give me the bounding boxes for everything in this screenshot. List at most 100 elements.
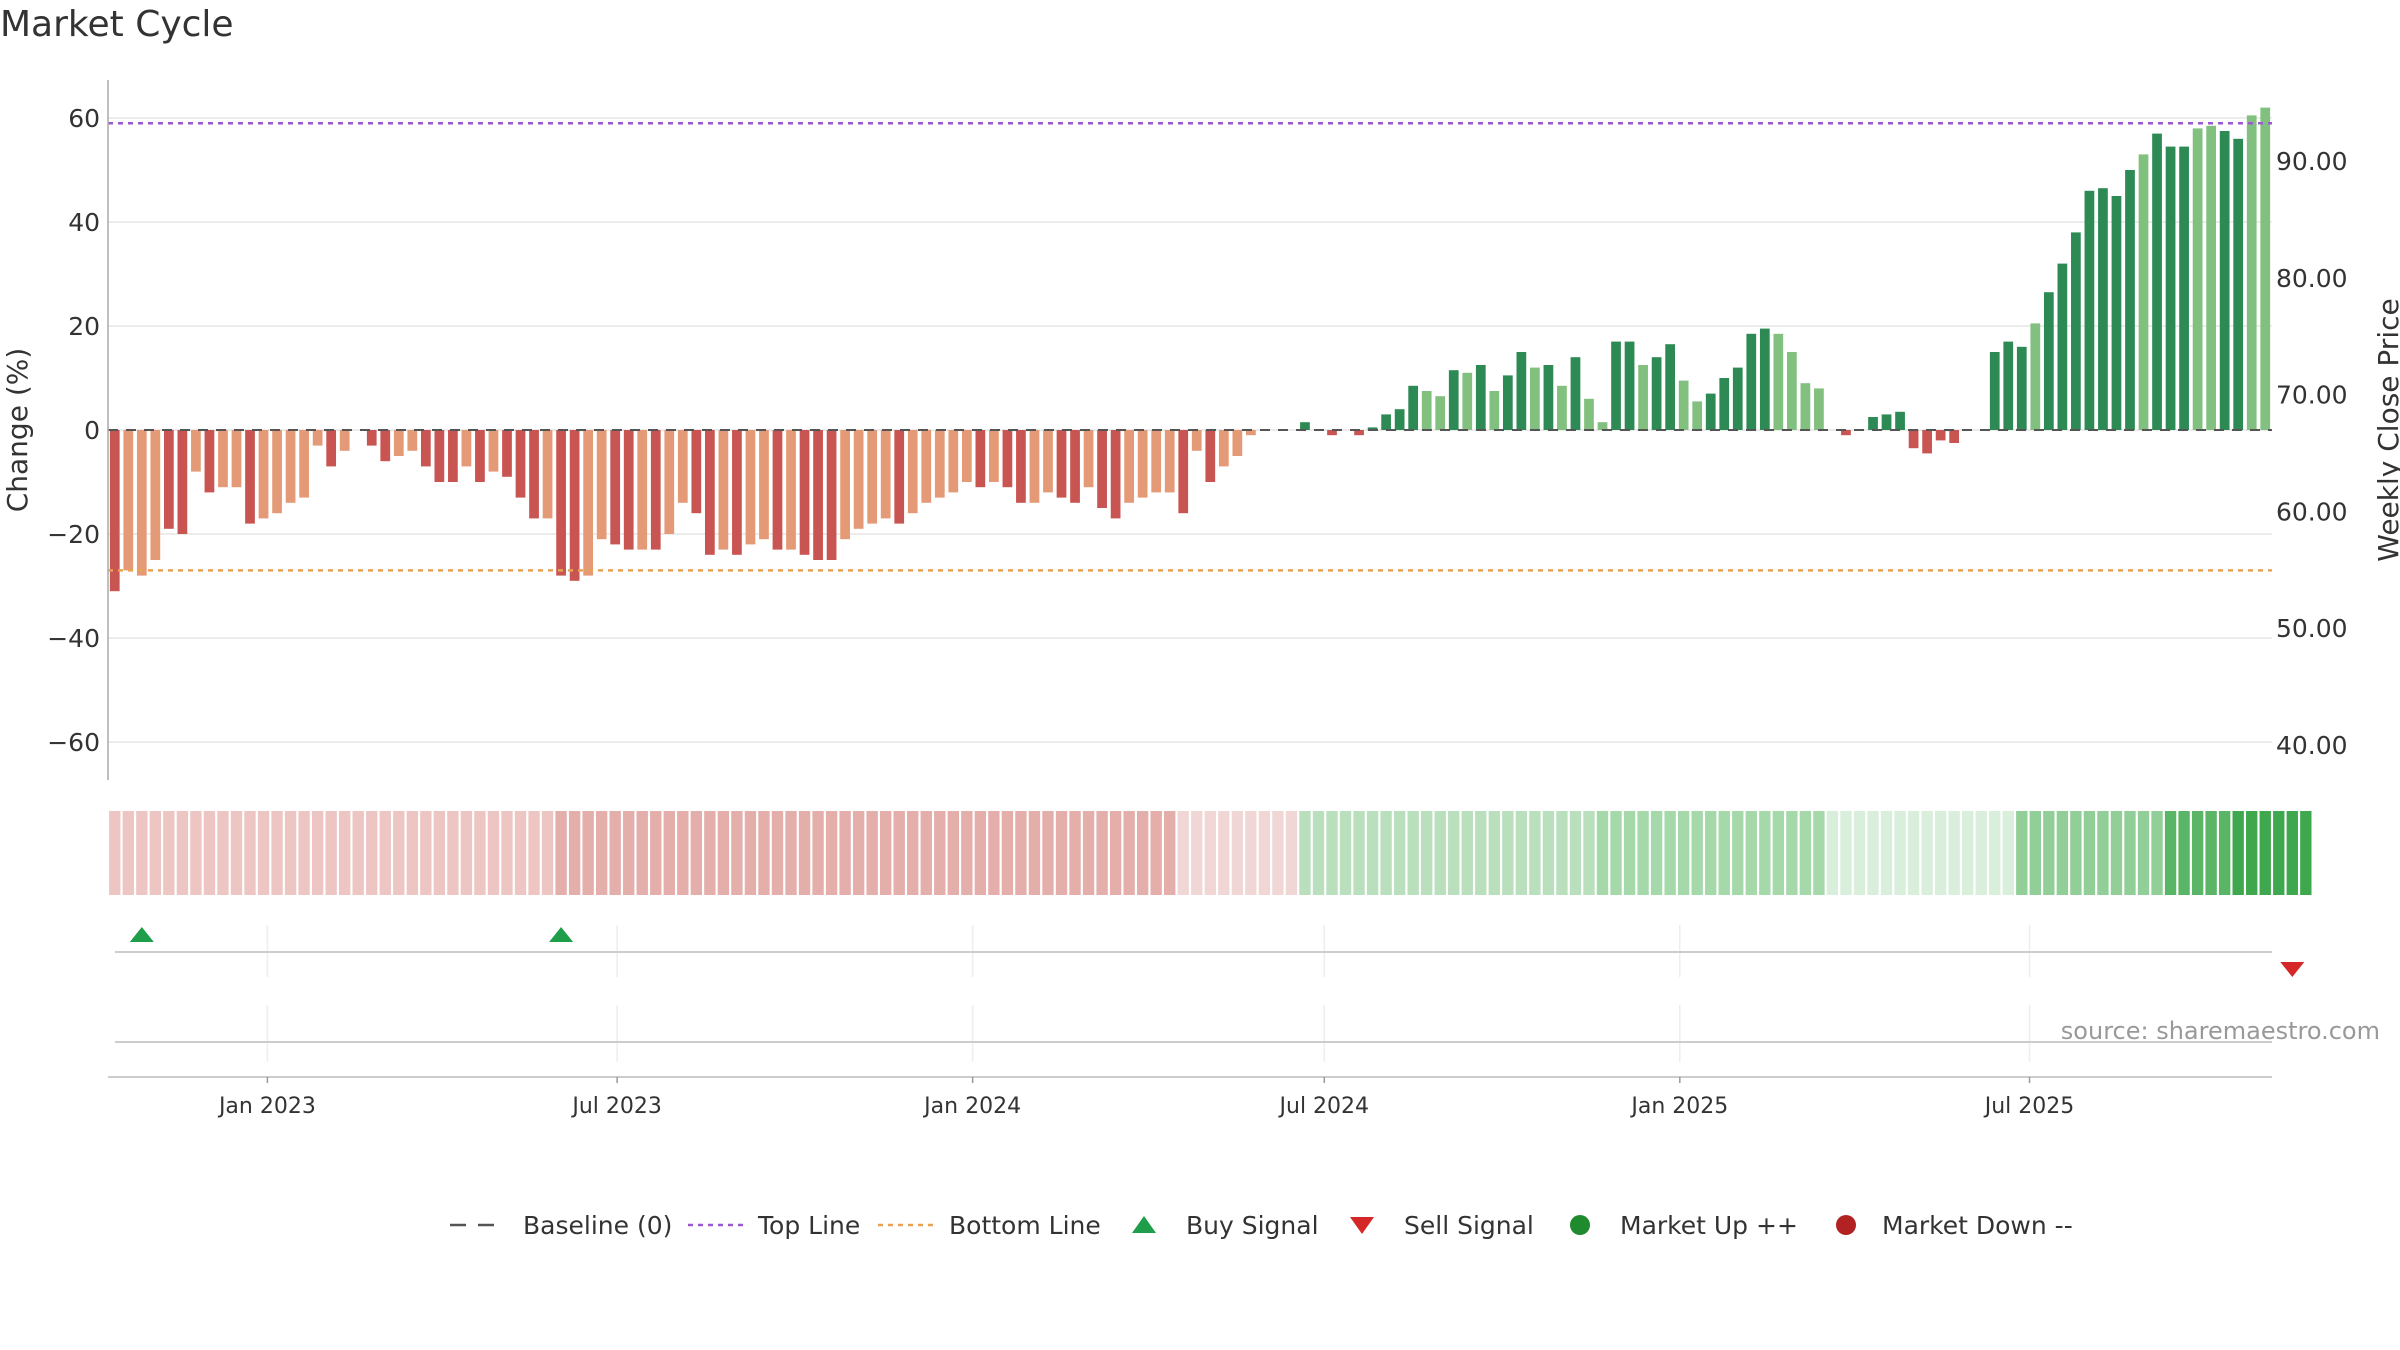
change-bar xyxy=(1421,391,1432,430)
change-bar xyxy=(1354,430,1364,436)
regime-cell xyxy=(244,811,256,895)
x-tick-label: Jul 2025 xyxy=(1983,1094,2075,1119)
change-bar xyxy=(2192,128,2203,430)
legend-item-down: Market Down -- xyxy=(1836,1211,2073,1240)
regime-cell xyxy=(257,811,270,895)
change-bar xyxy=(1056,430,1067,498)
change-bar xyxy=(934,430,945,498)
y-axis-label: Change (%) xyxy=(1,348,34,513)
regime-cell xyxy=(1664,811,1676,895)
change-bar xyxy=(1732,367,1743,430)
regime-cell xyxy=(758,811,770,895)
change-bar xyxy=(475,430,485,482)
change-bar xyxy=(407,430,418,451)
change-bar xyxy=(163,430,174,529)
regime-cell xyxy=(1231,811,1244,895)
regime-cell xyxy=(1813,811,1825,895)
regime-cell xyxy=(379,811,391,895)
change-bar xyxy=(1868,417,1878,430)
regime-cell xyxy=(1691,811,1703,895)
regime-cell xyxy=(1853,811,1866,895)
regime-cell xyxy=(514,811,527,895)
regime-cell xyxy=(1042,811,1054,895)
regime-cell xyxy=(2259,811,2271,895)
change-bar xyxy=(2206,125,2217,431)
change-bar xyxy=(285,430,296,503)
regime-cell xyxy=(2273,811,2285,895)
regime-cell xyxy=(2002,811,2014,895)
change-bar xyxy=(2260,107,2271,430)
regime-cell xyxy=(339,811,351,895)
change-bar xyxy=(1394,409,1405,430)
legend-item-up: Market Up ++ xyxy=(1570,1211,1798,1240)
x-tick-label: Jan 2024 xyxy=(922,1094,1021,1119)
change-bar xyxy=(231,430,242,488)
change-bar xyxy=(1705,393,1716,430)
regime-cell xyxy=(785,811,797,895)
change-bar xyxy=(150,430,161,560)
change-bar xyxy=(1408,385,1419,430)
change-bar xyxy=(1597,422,1608,430)
change-bar xyxy=(339,430,350,451)
x-axis: Jan 2023 Jul 2023 Jan 2024 Jul 2024 Jan 2025… xyxy=(108,1076,2272,1119)
change-bar xyxy=(989,430,999,482)
change-bar xyxy=(1841,430,1851,436)
change-bar xyxy=(2043,292,2054,430)
change-bar xyxy=(1205,430,1216,482)
change-bar xyxy=(1584,398,1594,430)
change-bar xyxy=(1773,333,1784,430)
regime-cell xyxy=(217,811,229,895)
regime-cell xyxy=(1799,811,1812,895)
change-bar xyxy=(123,430,134,571)
y-tick-label: 0 xyxy=(84,416,100,445)
regime-cell xyxy=(1880,811,1893,895)
regime-cell xyxy=(2029,811,2041,895)
change-bar xyxy=(1814,388,1824,430)
regime-cell xyxy=(420,811,432,895)
change-bar xyxy=(461,430,472,467)
change-bar xyxy=(691,430,702,514)
regime-cell xyxy=(393,811,405,895)
regime-cell xyxy=(2016,811,2028,895)
regime-cell xyxy=(2110,811,2123,895)
regime-cell xyxy=(555,811,567,895)
change-bar xyxy=(1557,385,1567,430)
regime-cell xyxy=(1136,811,1149,895)
change-bar xyxy=(569,430,580,581)
regime-cell xyxy=(636,811,648,895)
regime-cell xyxy=(1082,811,1095,895)
legend: Baseline (0) Top Line Bottom Line Buy Signa… xyxy=(450,1211,2073,1240)
change-bar xyxy=(1489,391,1500,430)
regime-cell xyxy=(1177,811,1189,895)
regime-cell xyxy=(1759,811,1771,895)
y2-tick-label: 40.00 xyxy=(2276,731,2348,760)
change-bar xyxy=(1651,357,1662,430)
change-bar xyxy=(393,430,404,456)
change-bar xyxy=(1016,430,1026,503)
change-bar xyxy=(502,430,512,477)
regime-cell xyxy=(1028,811,1041,895)
change-bar xyxy=(948,430,959,493)
change-bar xyxy=(1367,427,1378,430)
change-bar xyxy=(1448,370,1459,430)
regime-cell xyxy=(961,811,973,895)
regime-cell xyxy=(1556,811,1568,895)
legend-label: Buy Signal xyxy=(1186,1211,1319,1240)
regime-cell xyxy=(1975,811,1987,895)
regime-cell xyxy=(852,811,865,895)
change-bar xyxy=(1083,430,1094,488)
regime-cell xyxy=(1529,811,1541,895)
change-bar xyxy=(867,430,878,524)
change-bar xyxy=(745,430,756,545)
x-tick-label: Jan 2023 xyxy=(217,1094,316,1119)
y2-tick-label: 50.00 xyxy=(2276,614,2348,643)
change-bar xyxy=(1570,357,1581,430)
change-bar xyxy=(258,430,269,519)
legend-label: Market Down -- xyxy=(1882,1211,2073,1240)
change-bar xyxy=(2179,146,2189,430)
change-bar xyxy=(380,430,391,462)
change-bar xyxy=(1110,430,1121,519)
change-bar xyxy=(2071,232,2081,430)
y2-tick-label: 80.00 xyxy=(2276,264,2348,293)
change-bar xyxy=(2152,133,2162,430)
